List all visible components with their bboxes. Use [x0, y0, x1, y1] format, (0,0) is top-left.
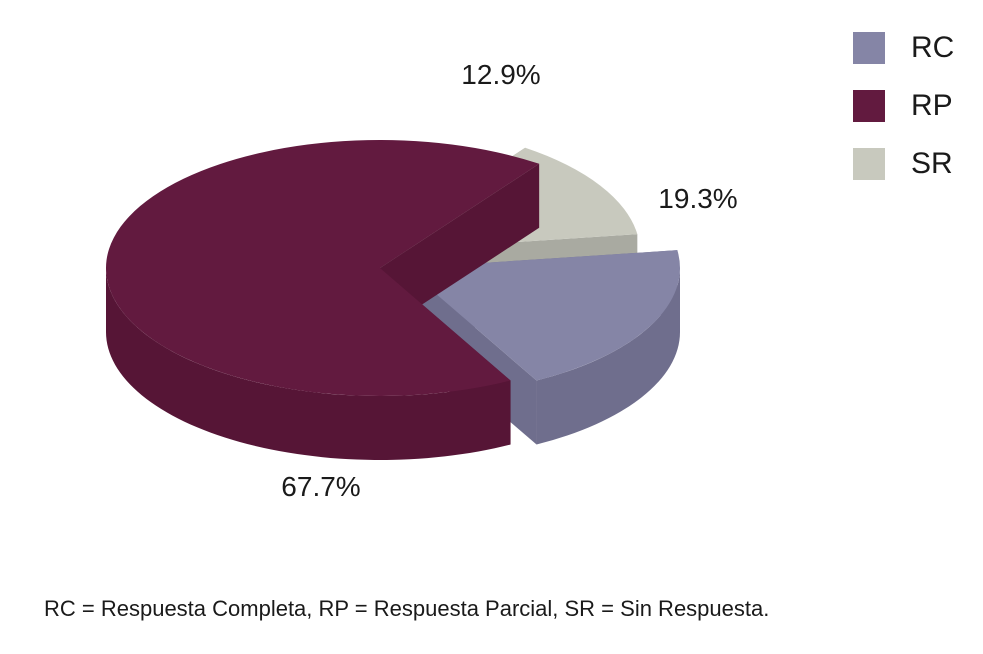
pie-label-rc: 19.3%: [658, 183, 737, 214]
legend-label-rp: RP: [911, 89, 953, 122]
legend-label-sr: SR: [911, 147, 953, 180]
pie-slice-rp: [106, 139, 540, 461]
pie-slice-rc-top: [406, 250, 680, 381]
legend-swatch-rp: [853, 90, 885, 122]
pie-slice-rp-top: [106, 139, 540, 397]
footnote: RC = Respuesta Completa, RP = Respuesta …: [44, 596, 770, 621]
legend: RC RP SR: [853, 30, 954, 204]
pie-slice-rc-wall: [536, 268, 680, 445]
legend-item-sr: SR: [853, 146, 954, 182]
pie-slice-rp-cut-1: [380, 163, 540, 332]
legend-label-rc: RC: [911, 31, 955, 64]
legend-item-rc: RC: [853, 30, 954, 66]
legend-item-rp: RP: [853, 88, 954, 124]
pie-label-sr: 12.9%: [461, 59, 540, 90]
pie-label-rp: 67.7%: [281, 471, 360, 502]
pie-slice-rp-wall: [106, 268, 511, 461]
legend-swatch-rc: [853, 32, 885, 64]
legend-swatch-sr: [853, 148, 885, 180]
